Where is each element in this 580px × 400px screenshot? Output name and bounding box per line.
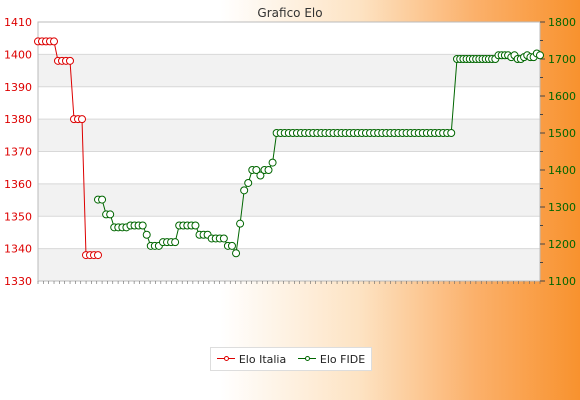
data-point-elo-fide: [142, 230, 151, 239]
data-point-elo-italia: [50, 37, 58, 46]
right-tick-label: 1800: [548, 16, 576, 29]
right-tick-label: 1700: [548, 53, 576, 66]
left-tick-label: 1360: [4, 178, 32, 191]
data-point-elo-fide: [264, 166, 273, 174]
series-group: [34, 37, 544, 260]
data-point-elo-fide: [191, 221, 200, 230]
chart-title: Grafico Elo: [257, 6, 322, 20]
right-tick-label: 1600: [548, 90, 576, 103]
data-point-elo-fide: [232, 249, 241, 258]
left-tick-label: 1340: [4, 243, 32, 256]
right-y-axis: 1100 1200 1300 1400 1500 1600 1700 1800: [540, 16, 576, 288]
data-point-elo-fide: [106, 210, 115, 219]
left-tick-label: 1380: [4, 113, 32, 126]
data-point-elo-fide: [447, 129, 456, 137]
data-point-elo-italia: [66, 56, 74, 65]
right-tick-label: 1300: [548, 201, 576, 214]
left-tick-label: 1390: [4, 81, 32, 94]
left-tick-label: 1410: [4, 16, 32, 29]
data-point-elo-fide: [227, 241, 236, 250]
data-point-elo-italia: [94, 251, 102, 260]
data-point-elo-fide: [219, 234, 228, 243]
data-point-elo-fide: [236, 219, 245, 228]
right-tick-label: 1100: [548, 275, 576, 288]
plot-band: [38, 248, 540, 281]
legend-label-elo-fide: Elo FIDE: [319, 352, 366, 366]
data-point-elo-fide: [138, 221, 147, 230]
data-point-elo-fide: [252, 166, 261, 174]
legend-swatch-elo-fide: [297, 355, 316, 363]
right-tick-label: 1200: [548, 238, 576, 251]
data-point-elo-fide: [256, 171, 265, 180]
plot-band: [38, 183, 540, 217]
right-tick-label: 1400: [548, 164, 576, 177]
data-point-elo-fide: [536, 51, 544, 60]
right-tick-label: 1500: [548, 127, 576, 140]
left-tick-label: 1330: [4, 275, 32, 288]
left-tick-label: 1350: [4, 210, 32, 223]
data-point-elo-fide: [268, 158, 277, 167]
legend-swatch-elo-italia: [216, 355, 235, 363]
data-point-elo-fide: [98, 195, 107, 204]
left-tick-label: 1370: [4, 146, 32, 159]
legend-item-elo-fide: Elo FIDE: [297, 352, 366, 366]
data-point-elo-fide: [171, 238, 180, 247]
data-point-elo-fide: [244, 178, 253, 187]
data-point-elo-fide: [240, 186, 249, 195]
legend-label-elo-italia: Elo Italia: [238, 352, 287, 366]
data-point-elo-italia: [78, 115, 86, 124]
legend: Elo Italia Elo FIDE: [210, 347, 372, 371]
x-axis: [37, 281, 541, 284]
left-tick-label: 1400: [4, 48, 32, 61]
left-y-axis: 1330 1340 1350 1360 1370 1380 1390 1400 1410: [4, 16, 32, 288]
legend-item-elo-italia: Elo Italia: [216, 352, 287, 366]
